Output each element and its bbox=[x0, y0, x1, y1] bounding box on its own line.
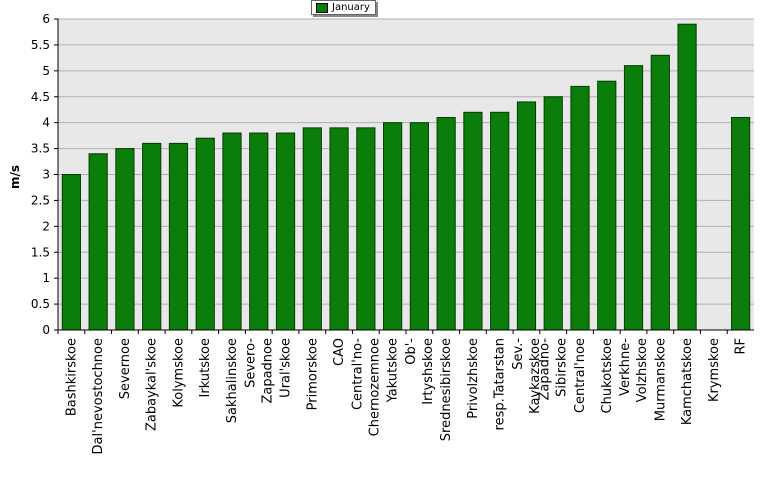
bar bbox=[570, 85, 590, 331]
legend-swatch-january bbox=[316, 2, 328, 13]
x-tick-label: Srednesibirskoe bbox=[439, 338, 454, 441]
y-tick-label: 3 bbox=[42, 168, 50, 182]
y-tick-label: 1 bbox=[42, 271, 50, 285]
x-tick-label: Sakhalinskoe bbox=[225, 338, 240, 423]
bar bbox=[115, 148, 135, 331]
x-tick-label: Ob'- bbox=[404, 338, 419, 365]
x-tick-label: CAO bbox=[332, 338, 347, 366]
bar bbox=[543, 96, 563, 331]
bar bbox=[597, 80, 617, 331]
x-axis-labels: Bashkirskoe Dal'nevostochnoe Severnoe Zabay… bbox=[57, 330, 749, 454]
y-tick-label: 1.5 bbox=[31, 245, 50, 259]
x-tick-label: Sibirskoe bbox=[555, 338, 570, 397]
bar bbox=[490, 111, 510, 331]
x-tick-label: RF bbox=[734, 338, 749, 355]
legend-label-january: January bbox=[332, 2, 370, 13]
x-tick-label: Severnoe bbox=[118, 338, 133, 399]
x-tick-label: Chukotskoe bbox=[600, 338, 615, 413]
y-tick-label: 6 bbox=[42, 12, 50, 26]
bar bbox=[61, 174, 81, 331]
bar bbox=[383, 122, 403, 331]
x-tick-label: Zabaykal'skoe bbox=[145, 338, 160, 431]
y-tick-label: 5 bbox=[42, 64, 50, 78]
bar bbox=[356, 127, 376, 331]
y-tick-label: 3.5 bbox=[31, 142, 50, 156]
x-tick-label: Sev.- bbox=[511, 338, 526, 370]
x-tick-label: Irkutskoe bbox=[198, 338, 213, 397]
y-tick-label: 4.5 bbox=[31, 90, 50, 104]
bar bbox=[222, 132, 242, 331]
bar bbox=[677, 23, 697, 331]
x-tick-label: Privolzhskoe bbox=[466, 338, 481, 419]
x-tick-label: Irtyshskoe bbox=[421, 338, 436, 405]
y-axis-ticks: 0 0.5 1 1.5 2 2.5 3 3.5 4 4.5 5 5.5 6 bbox=[31, 12, 58, 337]
x-tick-label: Zapadnoe bbox=[260, 338, 275, 404]
x-tick-label: Zapadno- bbox=[538, 338, 553, 401]
y-tick-label: 0 bbox=[42, 323, 50, 337]
x-tick-label: Volzhskoe bbox=[635, 338, 650, 402]
x-tick-label: Chernozemnoe bbox=[367, 338, 382, 436]
y-tick-label: 0.5 bbox=[31, 297, 50, 311]
y-tick-label: 2.5 bbox=[31, 193, 50, 207]
x-tick-label: Bashkirskoe bbox=[64, 338, 79, 416]
x-tick-label: Verkhne- bbox=[618, 338, 633, 396]
y-axis-title-text: m/s bbox=[8, 164, 22, 190]
x-tick-label: Yakutskoe bbox=[386, 338, 401, 403]
bar bbox=[88, 153, 108, 331]
x-tick-label: Dal'nevostochnoe bbox=[91, 338, 106, 454]
bar bbox=[623, 65, 644, 331]
x-tick-label: Murmanskoe bbox=[653, 338, 668, 421]
bar bbox=[168, 142, 189, 331]
x-tick-label: Ural'skoe bbox=[279, 338, 294, 398]
y-tick-label: 2 bbox=[42, 219, 50, 233]
bar bbox=[275, 132, 296, 331]
bar bbox=[516, 101, 537, 331]
bar bbox=[249, 132, 269, 331]
y-axis-title: m/s bbox=[6, 165, 24, 190]
bar bbox=[142, 142, 162, 331]
bar bbox=[436, 116, 456, 331]
bar bbox=[195, 137, 215, 331]
bar bbox=[463, 111, 483, 331]
x-tick-label: Kavkazskoe bbox=[528, 338, 543, 414]
bar bbox=[650, 54, 670, 331]
y-tick-label: 4 bbox=[42, 116, 50, 130]
legend: January bbox=[311, 0, 376, 15]
x-tick-label: Severo- bbox=[243, 338, 258, 388]
bar bbox=[302, 127, 322, 331]
x-tick-label: Central'no- bbox=[350, 338, 365, 410]
bar-series-january bbox=[61, 23, 751, 331]
x-tick-label: Kamchatskoe bbox=[680, 338, 695, 425]
bar bbox=[731, 116, 751, 331]
x-tick-label: Primorskoe bbox=[305, 338, 320, 410]
x-tick-label: resp.Tatarstan bbox=[493, 338, 508, 430]
bar bbox=[329, 127, 349, 331]
bar bbox=[409, 122, 429, 331]
y-tick-label: 5.5 bbox=[31, 38, 50, 52]
x-tick-label: Krymskoe bbox=[707, 338, 722, 402]
x-tick-label: Central'noe bbox=[573, 338, 588, 413]
x-tick-label: Kolymskoe bbox=[171, 338, 186, 408]
